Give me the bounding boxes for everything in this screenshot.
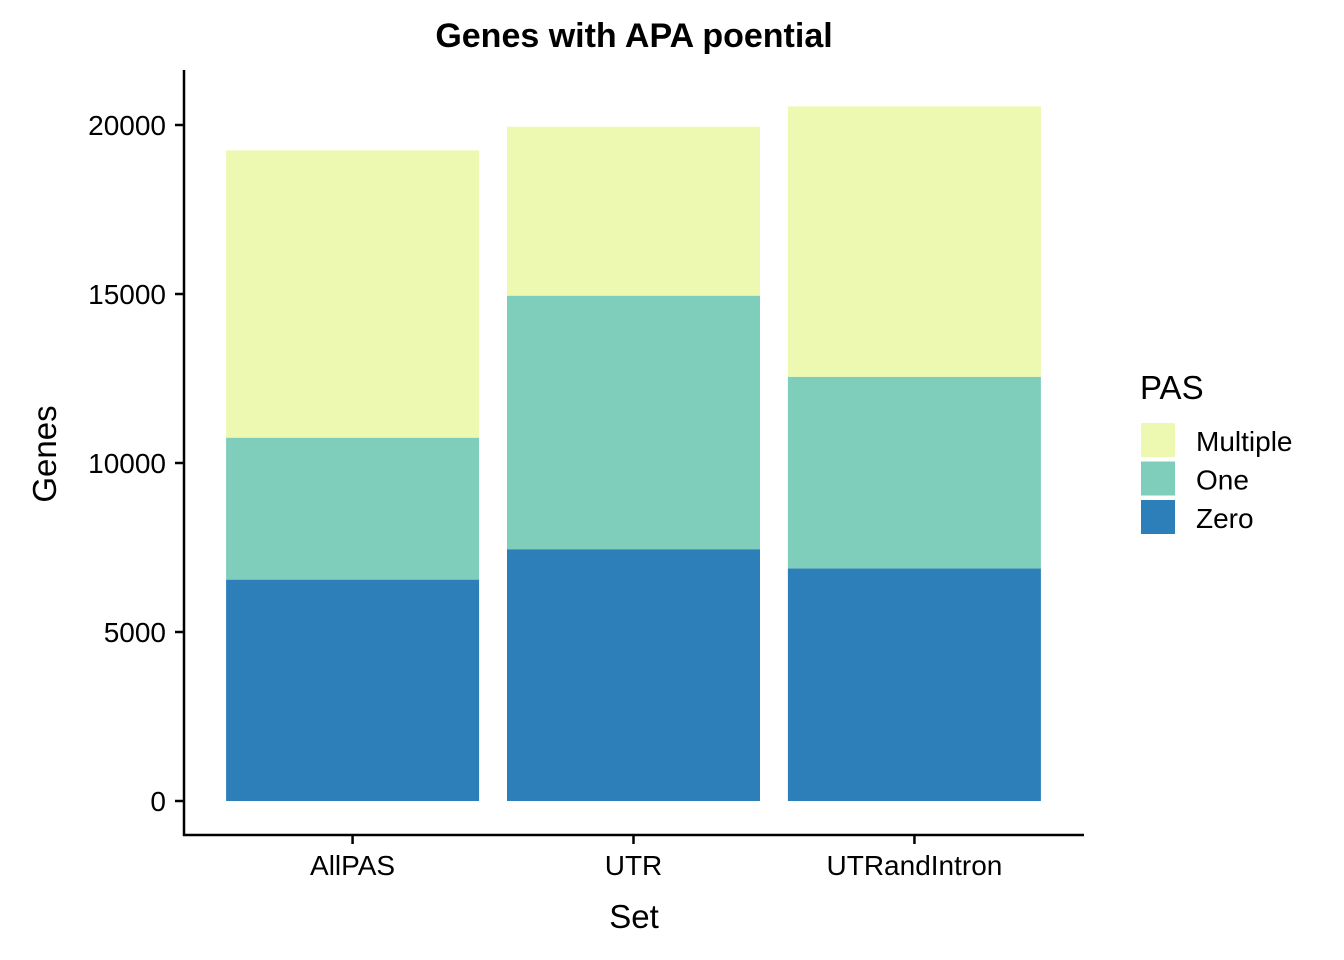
y-ticks-group: 0 5000 10000 15000 20000 (88, 110, 184, 817)
y-tick-label: 0 (150, 786, 166, 817)
legend-swatch-multiple (1141, 423, 1175, 457)
legend-title: PAS (1140, 369, 1204, 406)
bars-group (226, 106, 1041, 801)
y-axis-title: Genes (26, 405, 63, 502)
bar-UTR-multiple (507, 126, 760, 296)
bar-UTRandIntron-zero (787, 568, 1041, 801)
legend-swatch-one (1141, 461, 1175, 496)
bar-UTRandIntron-multiple (787, 106, 1041, 377)
x-axis-title: Set (609, 898, 659, 935)
legend-label-zero: Zero (1196, 503, 1254, 534)
y-tick-label: 10000 (88, 448, 166, 479)
bar-UTRandIntron-one (787, 376, 1041, 569)
x-ticks-group: AllPAS UTR UTRandIntron (310, 835, 1002, 881)
chart-title: Genes with APA poential (435, 17, 832, 55)
legend-label-multiple: Multiple (1196, 426, 1292, 457)
bar-UTR-one (507, 295, 760, 550)
y-tick-label: 20000 (88, 110, 166, 141)
x-tick-label: UTR (605, 850, 663, 881)
bar-AllPAS-multiple (226, 150, 480, 438)
y-tick-label: 15000 (88, 279, 166, 310)
bar-UTR-zero (507, 549, 760, 801)
bar-AllPAS-zero (226, 579, 480, 801)
legend-swatch-zero (1141, 500, 1175, 534)
bar-AllPAS-one (226, 437, 480, 580)
x-tick-label: AllPAS (310, 850, 395, 881)
x-tick-label: UTRandIntron (827, 850, 1003, 881)
y-tick-label: 5000 (104, 617, 166, 648)
legend: PAS Multiple One Zero (1140, 369, 1292, 534)
legend-label-one: One (1196, 465, 1249, 496)
